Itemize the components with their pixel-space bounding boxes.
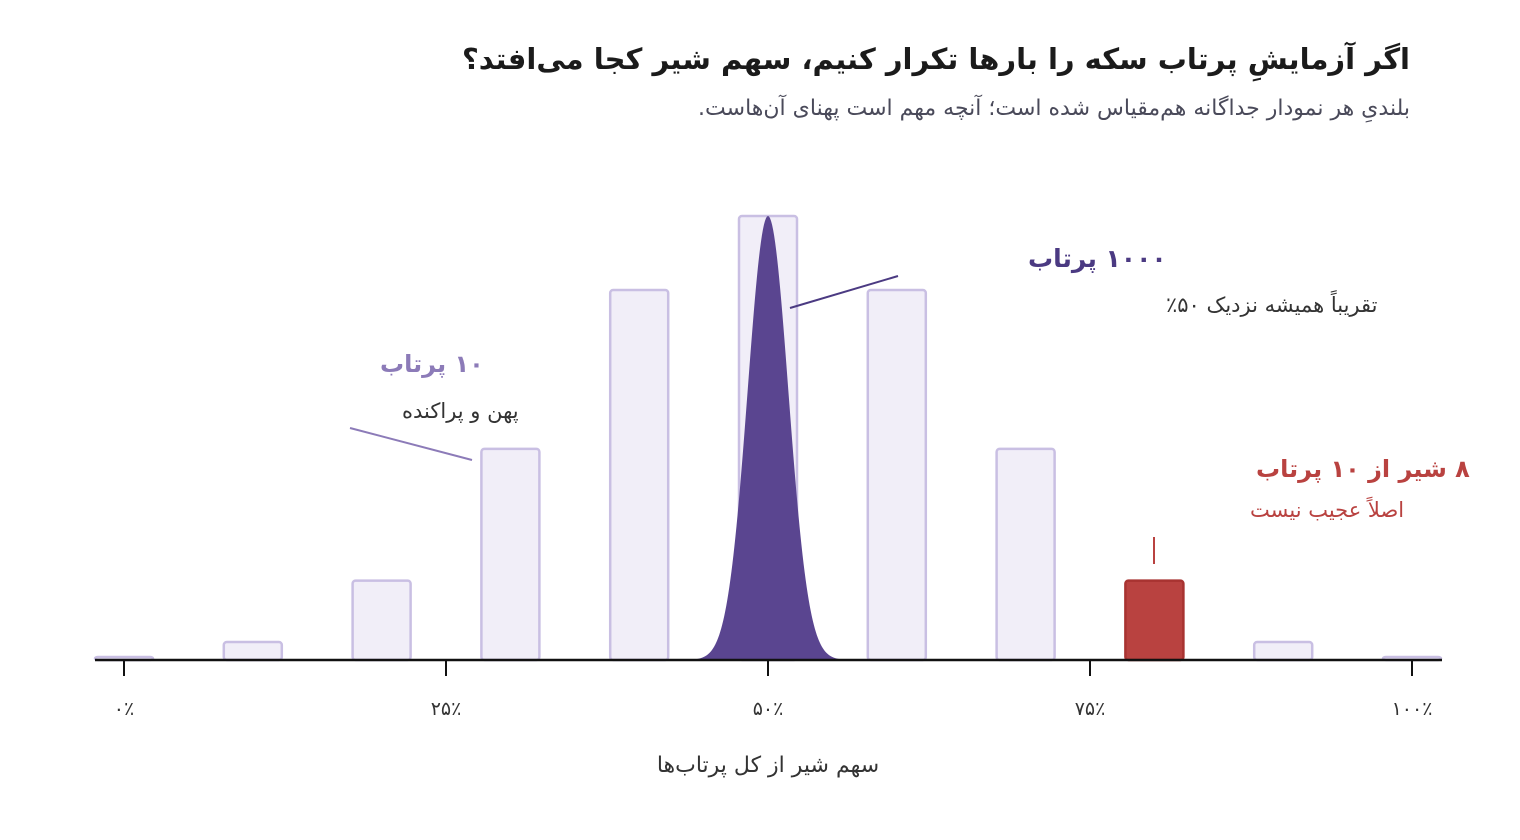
x-axis-label: سهم شیر از کل پرتاب‌ها xyxy=(657,753,879,778)
x-tick-label: ۰٪ xyxy=(114,698,134,720)
bar xyxy=(480,447,541,662)
annotation-8-text: اصلاً عجیب نیست xyxy=(1250,496,1404,522)
bar xyxy=(608,288,670,662)
annotation-10-leader xyxy=(349,427,473,461)
annotation-10-text: پهن و پراکنده xyxy=(402,399,519,423)
bar xyxy=(995,447,1056,662)
bar xyxy=(1252,640,1314,662)
x-tick-label: ۵۰٪ xyxy=(753,698,784,720)
annotation-10-title: ۱۰ پرتاب xyxy=(380,350,484,378)
annotation-1000-leader xyxy=(789,275,899,309)
x-tick-label: ۱۰۰٪ xyxy=(1392,698,1433,720)
annotation-10-tosses: ۱۰ پرتاب پهن و پراکنده xyxy=(349,350,519,461)
annotation-1000-text: تقریباً همیشه نزدیک ۵۰٪ xyxy=(1166,289,1378,317)
bar xyxy=(351,579,412,662)
chart-title: اگر آزمایشِ پرتاب سکه را بارها تکرار کنی… xyxy=(461,42,1410,76)
bar-highlight xyxy=(1124,579,1185,662)
curve-1000-tosses xyxy=(645,216,891,660)
annotation-8-title: ۸ شیر از ۱۰ پرتاب xyxy=(1256,455,1470,483)
bar xyxy=(866,288,928,662)
x-axis-ticks: ۰٪ ۲۵٪ ۵۰٪ ۷۵٪ ۱۰۰٪ xyxy=(114,660,1433,720)
x-tick-label: ۲۵٪ xyxy=(431,698,462,720)
x-tick-label: ۷۵٪ xyxy=(1075,698,1106,720)
annotation-1000-tosses: ۱۰۰۰ پرتاب تقریباً همیشه نزدیک ۵۰٪ xyxy=(789,244,1378,317)
chart-subtitle: بلندیِ هر نمودار جداگانه هم‌مقیاس شده اس… xyxy=(698,96,1410,121)
annotation-1000-title: ۱۰۰۰ پرتاب xyxy=(1028,244,1167,274)
bar xyxy=(222,640,284,662)
annotation-8-of-10: ۸ شیر از ۱۰ پرتاب اصلاً عجیب نیست xyxy=(1153,455,1470,564)
